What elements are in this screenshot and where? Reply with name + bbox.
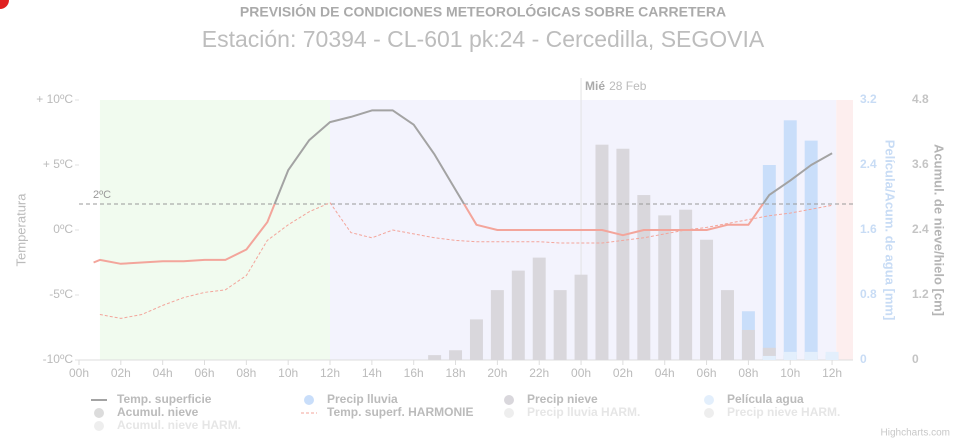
legend-label: Precip nieve [527, 392, 598, 406]
day-label: Mié 28 Feb [585, 79, 647, 93]
column [469, 319, 483, 360]
line-series [273, 109, 833, 204]
x-tick-label: 12h [822, 366, 842, 380]
day-weekday: Mié [585, 79, 605, 93]
y2-tick-label: 3.2 [860, 92, 877, 106]
x-tick-label: 18h [446, 366, 466, 380]
column [449, 350, 463, 360]
corner-dot [0, 0, 9, 9]
x-tick-label: 02h [613, 366, 633, 380]
x-tick-label: 00h [571, 366, 591, 380]
column [490, 290, 504, 360]
column [825, 351, 839, 360]
y3-tick-label: 0 [912, 352, 919, 366]
column [783, 120, 797, 360]
x-tick-label: 10h [780, 366, 800, 380]
plot-band [836, 100, 853, 360]
x-tick-label: 22h [529, 366, 549, 380]
legend-label: Acumul. nieve HARM. [117, 418, 241, 432]
plot-line-label: 2ºC [93, 189, 111, 201]
column [679, 209, 693, 360]
x-tick-label: 06h [697, 366, 717, 380]
column [741, 329, 755, 360]
legend-label: Precip nieve HARM. [727, 405, 840, 419]
column [616, 148, 630, 360]
legend-label: Temp. superf. HARMONIE [327, 405, 473, 419]
y-tick-label: + 10ºC [36, 92, 73, 106]
y-tick-label: -5ºC [49, 287, 73, 301]
y3-tick-label: 4.8 [912, 92, 929, 106]
column [637, 195, 651, 360]
day-date: 28 Feb [609, 79, 647, 93]
x-tick-label: 08h [738, 366, 758, 380]
column [428, 355, 442, 360]
column [553, 290, 567, 360]
legend-label: Temp. superficie [117, 392, 212, 406]
column [511, 270, 525, 360]
column [762, 355, 776, 360]
column [804, 351, 818, 360]
legend-symbol [704, 395, 714, 405]
y3-tick-label: 2.4 [912, 222, 929, 236]
legend-label: Precip lluvia [327, 392, 398, 406]
x-tick-label: 02h [111, 366, 131, 380]
x-tick-label: 10h [278, 366, 298, 380]
legend-label: Precip lluvia HARM. [527, 405, 640, 419]
chart-subtitle: Estación: 70394 - CL-601 pk:24 - Cercedi… [202, 26, 765, 52]
column [574, 274, 588, 360]
y2-tick-label: 2.4 [860, 157, 877, 171]
legend-symbol [704, 408, 714, 418]
chart-title: PREVISIÓN DE CONDICIONES METEOROLÓGICAS … [240, 3, 726, 20]
x-tick-label: 04h [153, 366, 173, 380]
y-axis-title: Temperatura [13, 193, 28, 267]
y-tick-label: 0ºC [53, 222, 73, 236]
legend-symbol [304, 395, 314, 405]
x-tick-label: 00h [69, 366, 89, 380]
y3-tick-label: 1.2 [912, 287, 929, 301]
x-tick-label: 20h [487, 366, 507, 380]
column [700, 239, 714, 360]
column [595, 144, 609, 360]
legend-label: Acumul. nieve [117, 405, 199, 419]
column [532, 257, 546, 360]
legend-symbol [94, 421, 104, 431]
x-tick-label: 04h [655, 366, 675, 380]
x-tick-label: 16h [404, 366, 424, 380]
column [762, 165, 776, 360]
y2-tick-label: 0.8 [860, 287, 877, 301]
y3-tick-label: 3.6 [912, 157, 929, 171]
x-tick-label: 08h [236, 366, 256, 380]
y3-axis-title: Acumul. de nieve/hielo [cm] [932, 144, 947, 316]
column [783, 351, 797, 360]
y-tick-label: + 5ºC [43, 157, 73, 171]
y2-tick-label: 1.6 [860, 222, 877, 236]
column [658, 215, 672, 360]
y2-tick-label: 0 [860, 352, 867, 366]
column [721, 290, 734, 360]
legend-symbol [504, 395, 514, 405]
legend-symbol [94, 408, 104, 418]
plot-band [99, 100, 331, 360]
line-series [99, 202, 833, 319]
legend-symbol [504, 408, 514, 418]
legend-label: Película agua [727, 392, 804, 406]
x-tick-label: 12h [320, 366, 340, 380]
line-series-zone [93, 204, 765, 265]
y2-axis-title: Película/Acum. de agua [mm] [883, 140, 898, 321]
x-tick-label: 06h [194, 366, 214, 380]
credits: Highcharts.com [881, 428, 950, 439]
y-tick-label: -10ºC [43, 352, 74, 366]
column [804, 140, 818, 360]
x-tick-label: 14h [362, 366, 382, 380]
